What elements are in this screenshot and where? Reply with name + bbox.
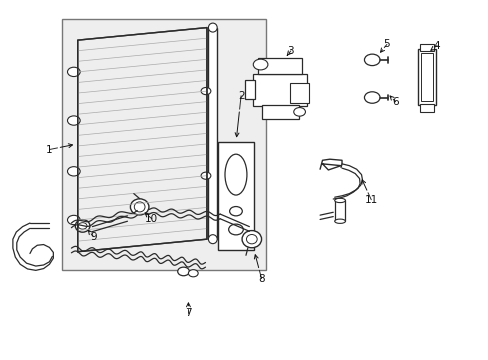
Circle shape [201,172,210,179]
Circle shape [293,108,305,116]
Circle shape [188,270,198,277]
Text: 5: 5 [383,40,389,49]
Bar [419,104,433,112]
Bar [208,28,217,239]
Bar [334,201,345,221]
Ellipse shape [208,235,217,244]
Text: 8: 8 [258,274,264,284]
Bar [217,142,254,250]
Circle shape [364,54,379,66]
Ellipse shape [134,202,145,212]
Ellipse shape [334,198,345,203]
Text: 6: 6 [391,97,398,107]
Text: 4: 4 [433,41,440,50]
Circle shape [364,92,379,103]
Circle shape [201,87,210,95]
Text: 9: 9 [90,232,97,242]
Text: 3: 3 [287,46,294,56]
Text: 2: 2 [237,91,244,101]
Ellipse shape [242,230,261,248]
Circle shape [78,223,87,229]
Circle shape [67,67,80,77]
Text: 7: 7 [185,308,191,318]
Circle shape [229,207,242,216]
Bar [61,19,266,270]
Bar [253,74,306,107]
Bar [289,83,309,103]
Bar [419,44,433,51]
Circle shape [177,267,189,276]
Bar [420,53,432,101]
Circle shape [67,116,80,125]
Text: 10: 10 [145,214,158,224]
Bar [261,105,298,119]
Circle shape [228,224,243,235]
Ellipse shape [208,23,217,32]
Ellipse shape [130,199,149,215]
Ellipse shape [224,154,246,195]
Bar [244,80,254,99]
Text: 11: 11 [364,195,377,205]
Circle shape [67,215,80,225]
Circle shape [253,59,267,70]
Ellipse shape [334,219,345,224]
Circle shape [67,167,80,176]
Text: 1: 1 [46,144,53,154]
Ellipse shape [246,234,257,244]
Bar [258,58,302,74]
Ellipse shape [75,220,90,232]
Bar [417,49,435,105]
